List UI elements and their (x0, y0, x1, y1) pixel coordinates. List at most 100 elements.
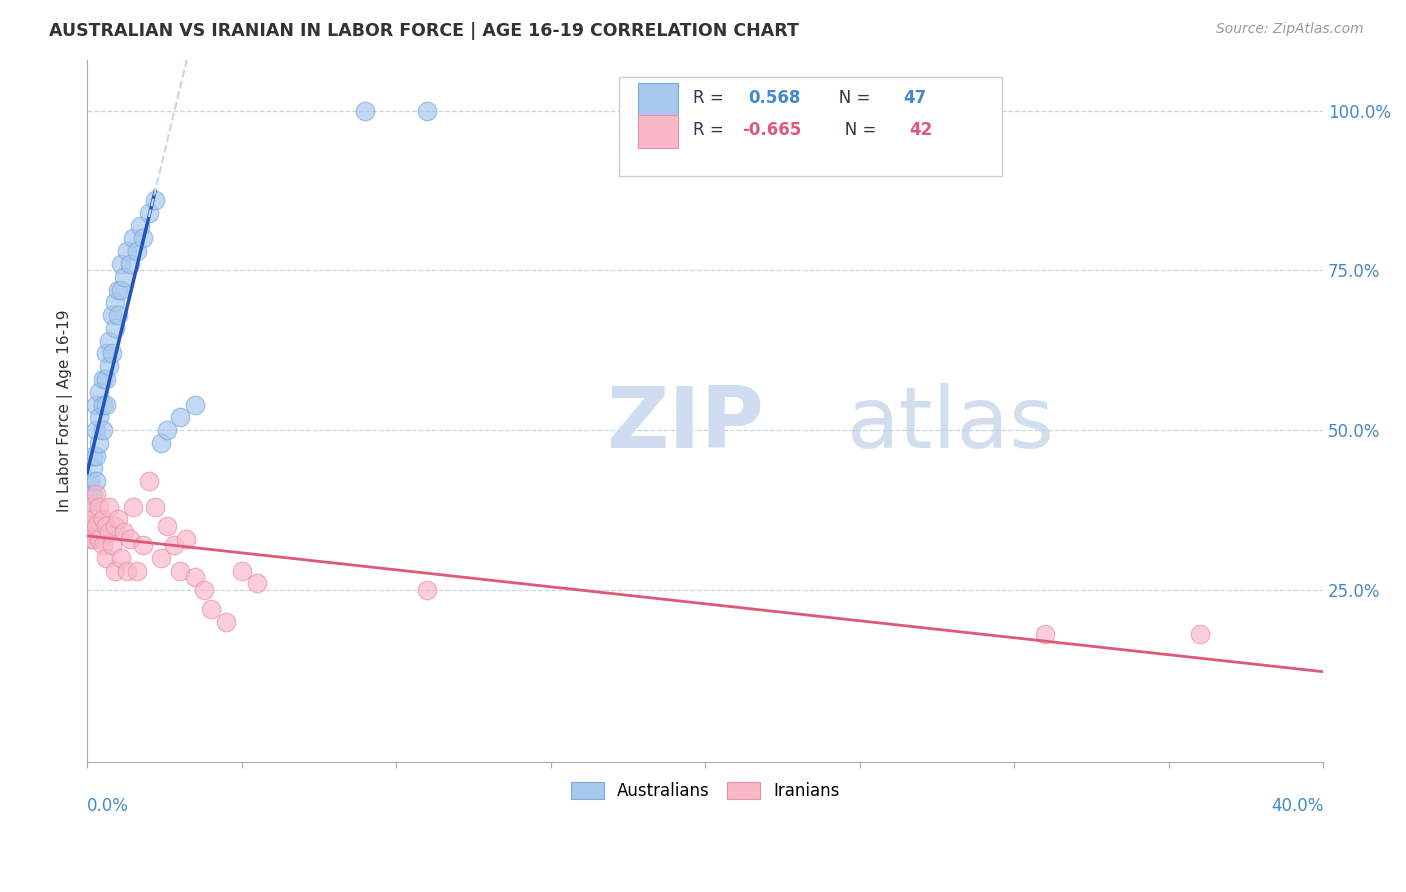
Point (174, 532, 197, 546)
Point (110, 283, 132, 297)
Point (143, 193, 166, 207)
Point (86, 474, 108, 488)
Point (94, 550, 117, 565)
Point (101, 538, 124, 552)
Point (122, 500, 145, 514)
Point (416, 103, 439, 118)
Point (104, 519, 127, 533)
Point (97, 525, 120, 540)
Point (86, 423, 108, 437)
Text: -0.665: -0.665 (742, 120, 801, 139)
Text: atlas: atlas (848, 384, 1056, 467)
Text: N =: N = (828, 120, 882, 139)
Point (112, 269, 135, 284)
Point (79, 532, 101, 546)
Point (94, 397, 117, 411)
Point (107, 512, 129, 526)
Point (200, 602, 222, 616)
Text: ZIP: ZIP (606, 384, 763, 467)
Point (150, 550, 173, 565)
Text: 0.568: 0.568 (748, 89, 801, 107)
Point (82, 512, 104, 526)
Point (101, 308, 124, 322)
Point (125, 564, 148, 578)
Point (86, 519, 108, 533)
Point (79, 487, 101, 501)
Point (91, 397, 114, 411)
Point (354, 103, 377, 118)
Point (82, 512, 104, 526)
Point (169, 410, 191, 425)
Point (110, 550, 132, 565)
Legend: Australians, Iranians: Australians, Iranians (564, 775, 846, 806)
Point (104, 295, 127, 310)
Point (156, 519, 179, 533)
Point (94, 519, 117, 533)
Point (89, 532, 111, 546)
Point (91, 372, 114, 386)
Point (131, 538, 153, 552)
Text: 42: 42 (910, 120, 932, 139)
Point (122, 231, 145, 245)
Point (143, 500, 166, 514)
Point (107, 308, 129, 322)
Point (115, 244, 138, 259)
Point (89, 384, 111, 399)
Text: Source: ZipAtlas.com: Source: ZipAtlas.com (1216, 22, 1364, 37)
Point (79, 512, 101, 526)
Y-axis label: In Labor Force | Age 16-19: In Labor Force | Age 16-19 (58, 310, 73, 512)
FancyBboxPatch shape (638, 115, 678, 148)
Text: 0.0%: 0.0% (87, 797, 129, 815)
Point (184, 570, 207, 584)
Point (120, 532, 142, 546)
Point (231, 564, 253, 578)
Point (79, 506, 101, 520)
Point (169, 564, 191, 578)
Text: 40.0%: 40.0% (1271, 797, 1323, 815)
Point (416, 582, 439, 597)
Point (128, 219, 150, 233)
Point (107, 283, 129, 297)
Point (112, 525, 135, 540)
Point (193, 582, 215, 597)
Text: R =: R = (693, 120, 728, 139)
Point (86, 449, 108, 463)
Point (184, 397, 207, 411)
Point (215, 615, 238, 629)
Text: AUSTRALIAN VS IRANIAN IN LABOR FORCE | AGE 16-19 CORRELATION CHART: AUSTRALIAN VS IRANIAN IN LABOR FORCE | A… (49, 22, 799, 40)
Point (94, 346, 117, 360)
Point (104, 321, 127, 335)
Point (89, 410, 111, 425)
Point (79, 519, 101, 533)
Point (150, 435, 173, 450)
Point (91, 423, 114, 437)
Point (120, 257, 142, 271)
Point (110, 257, 132, 271)
Point (138, 206, 160, 220)
Point (1188, 627, 1211, 641)
Point (79, 500, 101, 514)
Point (82, 487, 104, 501)
Point (79, 474, 101, 488)
FancyBboxPatch shape (619, 78, 1001, 176)
Point (115, 564, 138, 578)
Point (89, 500, 111, 514)
Point (94, 372, 117, 386)
Point (97, 334, 120, 348)
Point (79, 525, 101, 540)
Point (156, 423, 179, 437)
Point (101, 346, 124, 360)
Text: R =: R = (693, 89, 734, 107)
Point (162, 538, 184, 552)
Point (82, 461, 104, 475)
Point (131, 231, 153, 245)
Point (97, 500, 120, 514)
FancyBboxPatch shape (638, 84, 678, 117)
Point (125, 244, 148, 259)
Point (91, 512, 114, 526)
Point (82, 532, 104, 546)
Point (86, 487, 108, 501)
Point (104, 564, 127, 578)
Point (138, 474, 160, 488)
Text: N =: N = (823, 89, 875, 107)
